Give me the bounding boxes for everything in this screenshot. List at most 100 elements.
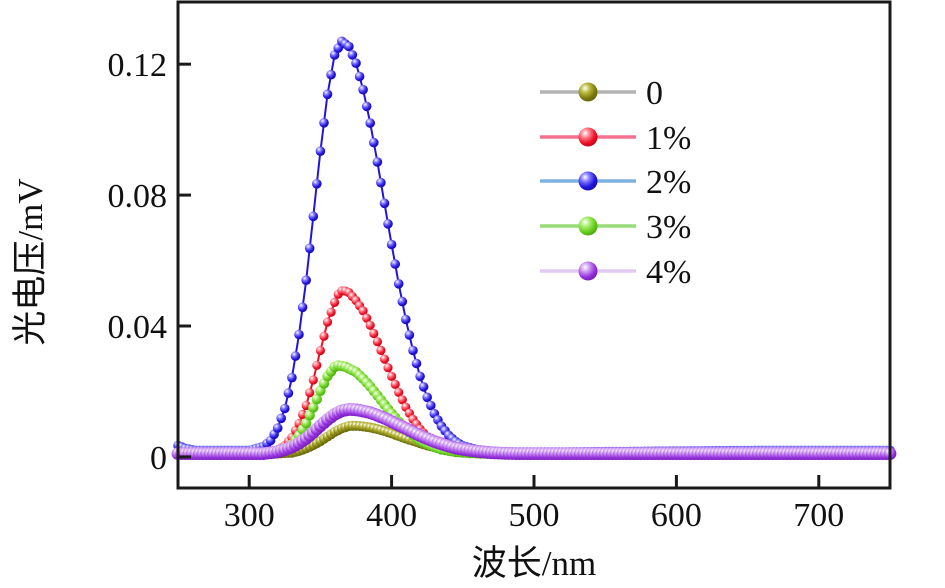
legend-item-3pct: 3% (540, 209, 691, 246)
x-tick-label: 500 (509, 497, 560, 534)
data-point-marker (297, 302, 308, 313)
legend-label: 0 (646, 75, 663, 112)
data-point-marker (272, 423, 283, 433)
legend-marker (578, 261, 598, 281)
legend-item-2pct: 2% (540, 164, 691, 201)
x-tick-label: 400 (366, 497, 417, 534)
data-point-marker (326, 69, 336, 80)
data-point-marker (308, 402, 319, 413)
data-point-marker (344, 41, 354, 52)
data-point-marker (369, 137, 379, 148)
y-tick-label: 0.08 (108, 178, 168, 215)
data-point-marker (376, 177, 386, 188)
data-point-marker (383, 363, 393, 373)
data-point-marker (304, 243, 315, 254)
series-2pct (173, 36, 895, 457)
data-point-marker (394, 387, 404, 397)
data-point-marker (426, 400, 436, 411)
data-point-marker (361, 101, 372, 112)
data-point-marker (422, 392, 433, 403)
data-point-marker (418, 382, 429, 392)
legend-label: 4% (646, 254, 691, 291)
y-tick-label: 0 (150, 440, 167, 477)
data-point-marker (301, 418, 312, 429)
data-point-marker (383, 219, 393, 229)
data-point-marker (305, 388, 315, 398)
data-point-marker (311, 393, 322, 405)
data-point-marker (301, 275, 312, 286)
data-point-marker (372, 157, 383, 167)
legend-label: 2% (646, 164, 691, 201)
data-point-marker (397, 296, 408, 307)
legend-marker (578, 171, 598, 191)
legend-label: 1% (646, 120, 691, 157)
data-point-marker (376, 345, 386, 355)
data-point-marker (315, 345, 325, 356)
data-point-marker (315, 146, 326, 156)
legend-item-4pct: 4% (540, 254, 691, 291)
data-point-marker (319, 118, 329, 128)
data-point-marker (390, 379, 400, 389)
axis-ticks-layer: 300 400 500 600 700 0 0.04 0.08 0.12 (108, 47, 845, 534)
legend-marker (578, 216, 598, 236)
data-point-marker (408, 345, 418, 356)
series-1pct (173, 286, 895, 458)
data-point-marker (397, 395, 407, 405)
x-tick-label: 600 (651, 497, 702, 534)
x-axis-title: 波长/nm (472, 544, 596, 583)
data-point-marker (386, 239, 397, 250)
data-point-marker (312, 360, 322, 370)
data-point-marker (415, 371, 425, 382)
data-point-marker (390, 259, 401, 269)
data-point-marker (308, 211, 319, 222)
data-point-marker (322, 317, 333, 327)
series-4pct (171, 403, 897, 460)
legend-marker (578, 127, 598, 147)
data-point-marker (393, 279, 404, 289)
legend-label: 3% (646, 209, 691, 246)
data-point-marker (287, 372, 297, 383)
data-point-marker (351, 58, 361, 68)
data-point-marker (379, 354, 390, 364)
series-line (178, 289, 890, 454)
legend-marker (578, 82, 598, 102)
data-point-marker (365, 320, 375, 330)
data-point-marker (280, 403, 290, 414)
data-point-marker (294, 329, 304, 340)
data-point-marker (372, 337, 382, 347)
data-point-marker (319, 331, 329, 341)
legend-item-0: 0 (540, 75, 663, 112)
plot-frame (176, 0, 892, 490)
data-point-marker (283, 388, 294, 398)
data-point-marker (365, 118, 376, 128)
data-point-marker (387, 371, 397, 381)
x-tick-label: 300 (224, 497, 275, 534)
legend-item-1pct: 1% (540, 120, 691, 157)
data-point-marker (312, 179, 322, 189)
legend: 0 1% 2% 3% 4% (540, 75, 691, 291)
data-point-marker (276, 413, 287, 424)
data-point-marker (404, 330, 415, 340)
data-point-marker (347, 50, 358, 60)
data-point-marker (308, 375, 318, 385)
data-point-marker (326, 307, 336, 317)
data-point-marker (290, 351, 301, 361)
y-axis-title: 光电压/mV (11, 178, 50, 345)
data-point-marker (379, 198, 390, 209)
data-point-marker (322, 89, 333, 100)
data-point-marker (369, 328, 379, 339)
data-point-marker (358, 306, 368, 316)
data-point-marker (330, 297, 340, 307)
data-point-marker (304, 410, 315, 421)
data-series-layer (171, 36, 897, 460)
data-point-marker (358, 84, 368, 95)
y-tick-label: 0.04 (108, 309, 168, 346)
y-tick-label: 0.12 (108, 47, 168, 84)
data-point-marker (354, 71, 365, 82)
data-point-marker (362, 313, 372, 323)
data-point-marker (401, 314, 411, 325)
data-point-marker (411, 358, 422, 369)
x-tick-label: 700 (793, 497, 844, 534)
